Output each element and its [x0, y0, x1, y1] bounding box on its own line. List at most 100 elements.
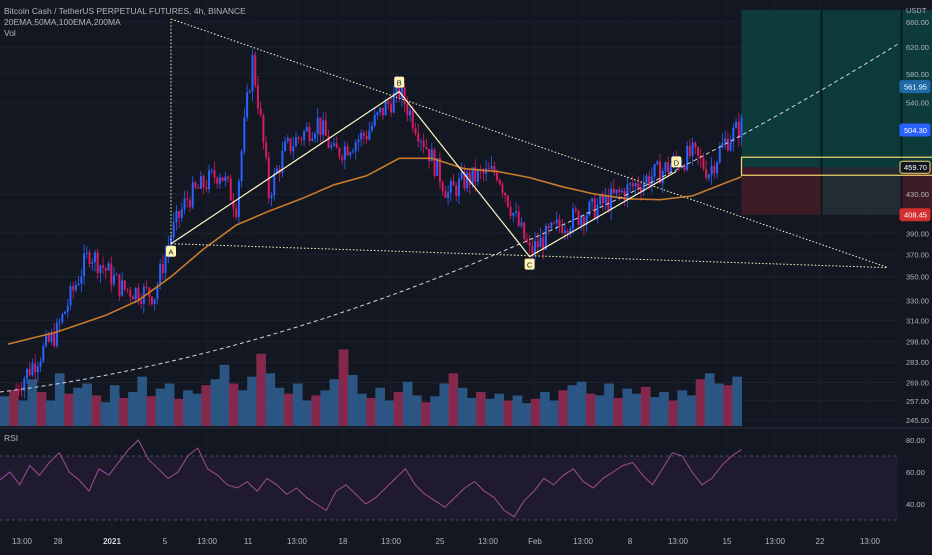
volume-bar: [293, 384, 303, 427]
candle-body: [572, 209, 574, 229]
candle-body: [651, 177, 653, 186]
volume-bar: [146, 396, 156, 426]
candle-body: [99, 265, 101, 273]
candle-body: [697, 147, 699, 156]
candle-body: [477, 170, 479, 181]
candle-body: [444, 191, 446, 198]
candle-body: [162, 264, 164, 273]
candle-body: [203, 176, 205, 187]
candle-body: [738, 122, 740, 138]
volume-bar: [677, 390, 687, 426]
candle-body: [724, 139, 726, 143]
candle-body: [102, 265, 104, 268]
candle-body: [222, 177, 224, 181]
candle-body: [510, 207, 512, 216]
candle-body: [42, 346, 44, 361]
volume-bar: [577, 382, 587, 426]
volume-bar: [613, 398, 623, 426]
candle-body: [300, 139, 302, 140]
candle-body: [654, 164, 656, 176]
candle-body: [708, 175, 710, 178]
time-tick-label: 2021: [103, 537, 121, 546]
candle-body: [605, 196, 607, 204]
volume-bar: [485, 399, 495, 426]
candle-body: [406, 104, 408, 115]
candle-body: [89, 252, 91, 263]
candle-body: [83, 253, 85, 276]
volume-bar: [101, 402, 111, 426]
volume-bar: [18, 401, 28, 427]
candle-body: [243, 117, 245, 151]
candle-body: [344, 146, 346, 159]
candle-body: [580, 217, 582, 225]
candle-body: [118, 274, 120, 295]
candle-body: [488, 168, 490, 169]
price-tick-label: 580.00: [906, 70, 929, 79]
candle-body: [404, 87, 406, 104]
candlesticks: [15, 49, 742, 399]
volume-bar: [458, 388, 468, 426]
volume-bar: [403, 382, 413, 426]
candle-body: [186, 199, 188, 200]
candle-body: [309, 127, 311, 141]
volume-bar: [302, 401, 312, 427]
volume-bar: [632, 394, 642, 426]
volume-bar: [330, 379, 340, 426]
volume-bar: [229, 384, 239, 427]
candle-body: [591, 198, 593, 202]
candle-body: [366, 136, 368, 139]
candle-body: [211, 170, 213, 171]
time-tick-label: 25: [436, 537, 445, 546]
time-tick-label: 13:00: [478, 537, 499, 546]
candle-body: [178, 211, 180, 218]
candle-body: [262, 115, 264, 143]
candle-body: [254, 55, 256, 85]
volume-bar: [641, 387, 651, 426]
candle-body: [719, 148, 721, 163]
candle-body: [219, 177, 221, 183]
candle-body: [273, 173, 275, 196]
candle-body: [664, 162, 666, 170]
candle-body: [635, 183, 637, 186]
volume-bar: [284, 394, 294, 426]
rsi-tick-label: 40.00: [906, 500, 925, 509]
position-zones: [742, 10, 932, 215]
candle-body: [469, 172, 471, 184]
candle-body: [181, 209, 183, 218]
candle-body: [31, 363, 33, 375]
candle-body: [40, 361, 42, 366]
candle-body: [105, 268, 107, 271]
candle-body: [534, 241, 536, 253]
candle-body: [108, 264, 110, 271]
time-tick-label: 13:00: [573, 537, 594, 546]
candle-body: [184, 199, 186, 210]
candle-body: [175, 211, 177, 222]
volume-bar: [723, 385, 733, 426]
candle-body: [716, 162, 718, 173]
candle-body: [97, 252, 99, 273]
candle-body: [205, 188, 207, 190]
candle-body: [333, 143, 335, 145]
volume-bar: [430, 396, 440, 426]
volume-bar: [46, 401, 56, 427]
volume-bar: [119, 398, 129, 426]
candle-body: [610, 189, 612, 211]
volume-bar: [467, 398, 477, 426]
volume-bar: [595, 395, 605, 426]
rsi-band-fill: [0, 456, 898, 520]
volume-bar: [82, 384, 92, 427]
candle-body: [287, 138, 289, 141]
candle-body: [314, 134, 316, 138]
candle-body: [491, 166, 493, 169]
candle-body: [512, 213, 514, 216]
symbol-title: Bitcoin Cash / TetherUS PERPETUAL FUTURE…: [4, 6, 246, 16]
candle-body: [431, 150, 433, 162]
price-tick-label: 390.00: [906, 229, 929, 238]
candle-body: [227, 177, 229, 179]
volume-bar: [220, 365, 230, 426]
volume-bar: [522, 403, 532, 426]
volume-bar: [357, 394, 367, 426]
candle-body: [200, 176, 202, 189]
candle-body: [284, 141, 286, 151]
